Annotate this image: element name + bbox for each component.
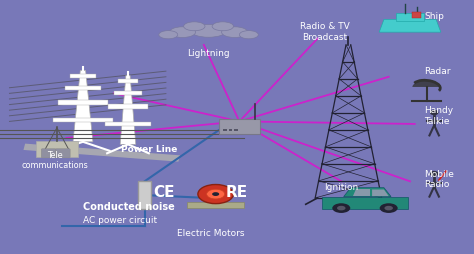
Text: Ignition: Ignition	[324, 182, 358, 191]
Ellipse shape	[170, 28, 195, 38]
Bar	[109, 105, 147, 109]
Ellipse shape	[384, 206, 393, 211]
Polygon shape	[120, 76, 136, 145]
Bar	[104, 122, 151, 126]
Ellipse shape	[332, 203, 350, 213]
Bar	[228, 130, 232, 132]
Ellipse shape	[207, 189, 225, 199]
Bar	[53, 119, 113, 123]
Polygon shape	[353, 189, 370, 196]
Text: Handy
Talkie: Handy Talkie	[424, 106, 453, 125]
Bar	[118, 80, 138, 84]
FancyBboxPatch shape	[36, 141, 78, 157]
Polygon shape	[24, 144, 180, 162]
Ellipse shape	[239, 31, 258, 40]
Polygon shape	[322, 197, 408, 210]
Text: Lightning: Lightning	[187, 49, 230, 58]
Bar	[234, 130, 238, 132]
Bar	[64, 87, 101, 91]
Bar	[396, 14, 424, 22]
Polygon shape	[73, 71, 93, 142]
Bar	[412, 13, 421, 19]
Ellipse shape	[430, 110, 438, 116]
Ellipse shape	[198, 185, 233, 204]
Text: RE: RE	[226, 184, 248, 199]
Polygon shape	[372, 190, 389, 196]
Polygon shape	[344, 188, 391, 197]
Ellipse shape	[212, 23, 233, 32]
Text: Mobile
Radio: Mobile Radio	[424, 169, 454, 189]
Text: CE: CE	[153, 184, 174, 199]
Text: Electric Motors: Electric Motors	[177, 228, 245, 237]
Text: Radio & TV
Broadcast: Radio & TV Broadcast	[300, 22, 349, 41]
Ellipse shape	[221, 28, 247, 38]
Text: Tele
communications: Tele communications	[21, 150, 88, 170]
Ellipse shape	[337, 206, 346, 211]
Text: Ship: Ship	[424, 12, 444, 21]
Bar	[223, 130, 227, 132]
FancyBboxPatch shape	[55, 149, 70, 158]
Bar	[219, 120, 259, 134]
Bar	[138, 182, 151, 210]
Ellipse shape	[212, 193, 219, 196]
Ellipse shape	[380, 203, 398, 213]
Text: Conducted noise: Conducted noise	[83, 201, 175, 211]
Ellipse shape	[191, 25, 227, 38]
Polygon shape	[379, 20, 441, 33]
Polygon shape	[412, 81, 441, 88]
FancyBboxPatch shape	[41, 149, 56, 158]
Bar	[114, 91, 142, 96]
Ellipse shape	[159, 31, 178, 40]
Ellipse shape	[183, 23, 205, 32]
Text: Radar: Radar	[424, 67, 451, 76]
Text: AC power circuit: AC power circuit	[83, 215, 157, 224]
Text: Power Line: Power Line	[121, 144, 177, 153]
Ellipse shape	[430, 171, 438, 177]
Bar	[70, 75, 96, 79]
Bar	[58, 101, 108, 105]
Bar	[187, 203, 244, 208]
